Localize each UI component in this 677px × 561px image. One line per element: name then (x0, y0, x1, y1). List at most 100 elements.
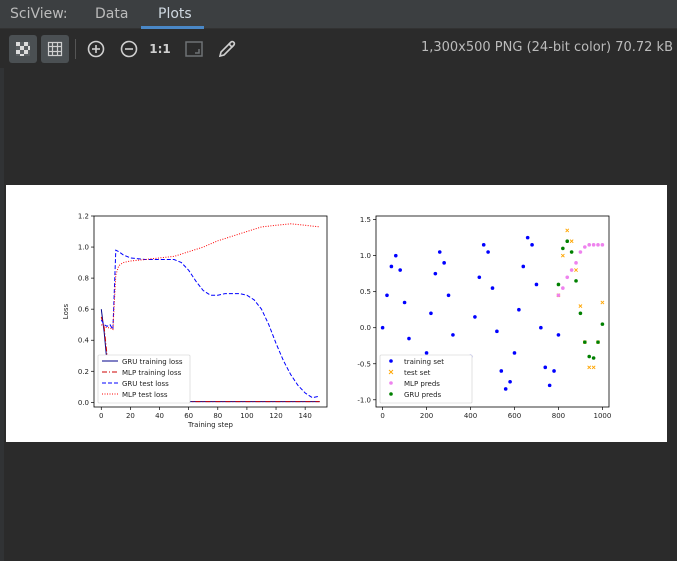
chart2-series-gru-preds-point (569, 250, 574, 254)
chart1-x-tick-label: 100 (240, 412, 253, 420)
chart2-series-mlp-preds-point (569, 268, 574, 272)
chart2-series-training-set-point (393, 253, 398, 258)
color-picker-icon (218, 40, 236, 58)
chart2-series-training-set-point (525, 235, 530, 240)
chart2-series-test-set-point (591, 365, 596, 370)
chart2-y-tick-label: -0.5 (357, 360, 371, 368)
chart2-series-training-set-point (534, 282, 539, 287)
chart1-x-tick-label: 120 (269, 412, 282, 420)
chart1-x-axis-label: Training step (187, 421, 234, 429)
chart2-y-tick-label: 1.0 (360, 252, 371, 260)
tab-plots[interactable]: Plots (158, 6, 192, 22)
chart2-series-mlp-preds-point (565, 275, 570, 280)
chart2-series-training-set-point (481, 243, 486, 247)
chart2-series-training-set-point (380, 325, 385, 330)
chart1-legend-label: MLP test loss (122, 391, 168, 399)
pixel-grid-button[interactable] (41, 35, 69, 63)
chart2-series-training-set-point (433, 271, 438, 276)
chart2-series-mlp-preds-point (591, 243, 596, 247)
chart2-series-training-set-point (539, 325, 543, 330)
chart2-series-training-set-point (512, 351, 517, 355)
chart2-series-gru-preds-point (583, 340, 587, 344)
chart2-series-training-set-point (552, 369, 556, 373)
chart1-x-tick-label: 0 (99, 412, 103, 420)
chart2-series-training-set-point (499, 369, 504, 373)
chart2-series-test-set-point (565, 228, 570, 233)
chart1-y-tick-label: 0.8 (78, 275, 89, 283)
chart2-series-mlp-preds-point (578, 250, 583, 254)
image-toolbar: 1:1 1,300x500 PNG (24-bit color) 70.72 k… (0, 30, 677, 68)
chart2-series-test-set-point (560, 253, 565, 258)
chart2-legend-swatch (389, 381, 393, 385)
chart2-series-mlp-preds-point (596, 243, 600, 247)
chart2-series-gru-preds-point (578, 311, 583, 316)
chart2-series-mlp-preds-point (600, 243, 605, 247)
chart1-y-tick-label: 1.2 (78, 213, 89, 221)
zoom-in-button[interactable] (82, 35, 110, 63)
chart2-series-training-set-point (437, 250, 442, 254)
chart2-y-tick-label: -1.0 (357, 396, 371, 404)
chart2-series-test-set-point (578, 304, 583, 309)
chart2-series-mlp-preds-point (556, 293, 561, 298)
chart1-y-tick-label: 0.0 (78, 399, 89, 407)
chart2-series-training-set-point (521, 264, 526, 269)
chart1-x-tick-label: 80 (213, 412, 222, 420)
chart2-series-gru-preds-point (574, 279, 578, 283)
chart1-y-tick-label: 0.6 (78, 306, 90, 314)
chart2-series-training-set-point (503, 387, 508, 391)
chart2-series-mlp-preds-point (574, 261, 578, 265)
chart1-x-tick-label: 40 (155, 412, 164, 420)
transparency-grid-icon (16, 42, 30, 56)
chart2-legend-label: test set (404, 369, 431, 377)
chart2-series-training-set-point (446, 293, 451, 298)
chart1-y-tick-label: 0.2 (78, 368, 89, 376)
chart1-series-gru-test-loss (100, 249, 320, 399)
chart2-series-test-set-point (587, 365, 592, 370)
image-info: 1,300x500 PNG (24-bit color) 70.72 kB (420, 40, 673, 55)
chart2-series-gru-preds-point (561, 246, 565, 251)
toolbar-separator (75, 39, 76, 59)
chart2-series-training-set-point (490, 286, 495, 290)
chart1-legend-label: MLP training loss (122, 369, 182, 377)
chart1-legend-label: GRU test loss (122, 380, 169, 388)
chart2-series-gru-preds-point (565, 239, 570, 244)
chart2-series-training-set-point (486, 250, 490, 254)
chart1-legend-box (97, 354, 191, 404)
chart2-series-gru-preds-point (600, 322, 605, 326)
chart2-series-gru-preds-point (556, 282, 561, 287)
chart2-legend-swatch (389, 359, 393, 363)
chart1-x-tick-label: 60 (184, 412, 193, 420)
chart2-series-training-set-point (495, 329, 499, 334)
chart2-x-tick-label: 200 (420, 412, 433, 420)
zoom-in-icon (87, 40, 105, 58)
chart2-series-training-set-point (407, 336, 411, 341)
chart2-y-tick-label: 1.5 (360, 216, 371, 224)
actual-size-button[interactable]: 1:1 (149, 42, 171, 56)
transparency-grid-button[interactable] (9, 35, 37, 63)
color-picker-button[interactable] (213, 35, 241, 63)
plot-image: 0 20 40 60 80 100 120 140 0.0 0.2 0.4 0.6 0.8 1.0 1.2 T… (6, 185, 667, 442)
chart2-series-gru-preds-point (587, 354, 592, 359)
chart2-series-training-set-point (429, 311, 433, 316)
chart1-y-tick-label: 0.4 (78, 337, 90, 345)
chart1-series-mlp-test-loss (101, 223, 320, 331)
active-tab-indicator (141, 26, 204, 29)
chart2-series-test-set-point (569, 239, 574, 244)
chart1-y-tick-label: 1.0 (78, 244, 89, 252)
chart2-y-tick-label: 0.5 (360, 288, 371, 296)
chart2-series-training-set-point (402, 300, 407, 305)
chart2-y-tick-label: 0.0 (360, 324, 371, 332)
pixel-grid-icon (47, 41, 63, 57)
tab-data[interactable]: Data (95, 6, 129, 22)
chart2-series-training-set-point (508, 379, 512, 384)
chart2-legend-label: GRU preds (404, 391, 442, 399)
chart2-series-mlp-preds-point (587, 243, 592, 247)
fit-screen-button[interactable] (180, 35, 208, 63)
chart2-series-training-set-point (385, 293, 389, 298)
sciview-header: SciView: Data Plots (0, 0, 677, 29)
chart1-axes-frame (93, 215, 328, 408)
chart2-series-training-set-point (547, 383, 552, 388)
zoom-out-button[interactable] (115, 35, 143, 63)
chart2-legend-swatch (388, 369, 394, 375)
chart1-x-tick-label: 140 (298, 412, 311, 420)
